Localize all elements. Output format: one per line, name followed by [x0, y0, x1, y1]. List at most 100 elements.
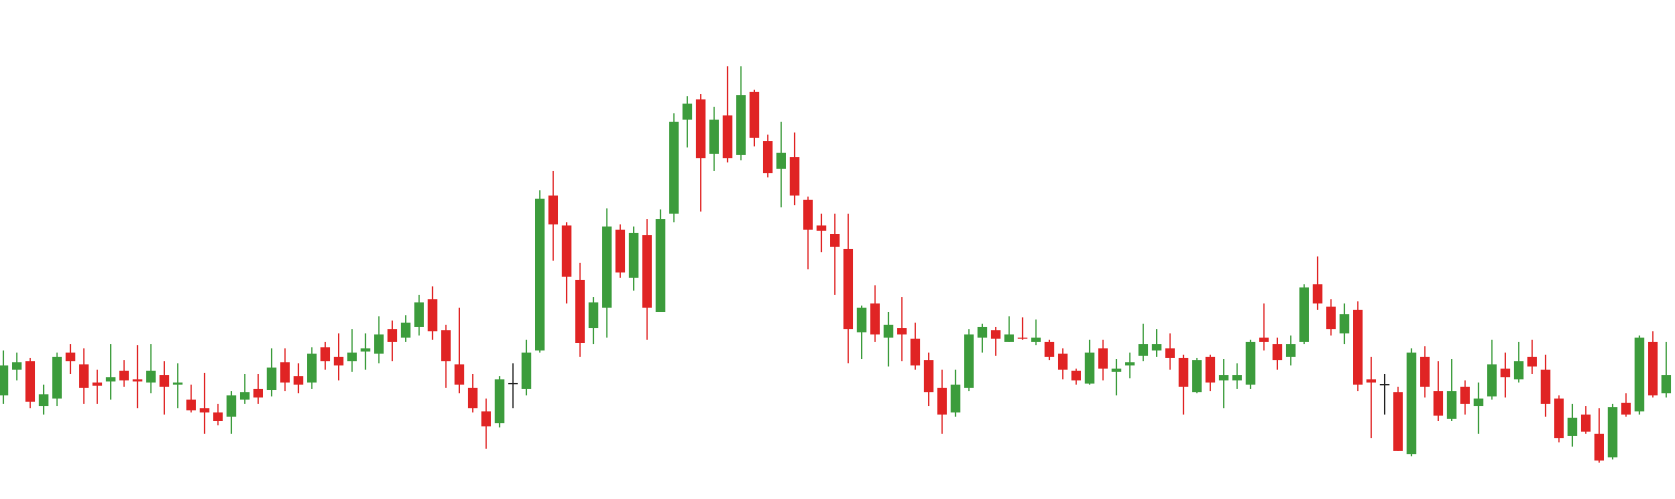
candle-body [52, 356, 62, 399]
candle-body [253, 388, 263, 398]
candle-body [374, 334, 384, 354]
candle-body [1487, 364, 1497, 397]
candle-body [1071, 370, 1081, 381]
candle-body [199, 408, 210, 413]
candle-body [1607, 407, 1618, 458]
candle-body [172, 382, 183, 385]
candle-body [1326, 306, 1336, 330]
candle-body [1004, 334, 1014, 342]
candle-body [1165, 348, 1175, 358]
candle-body [307, 353, 317, 383]
candle-body [1661, 375, 1672, 394]
candle-body [1594, 433, 1604, 461]
candle-body [1393, 392, 1403, 451]
candle-body [1138, 344, 1149, 356]
candle-body [776, 152, 786, 169]
candle-body [910, 338, 921, 366]
candle-body [628, 232, 639, 278]
candle-body [1554, 398, 1564, 439]
candle-body [615, 229, 626, 273]
candle-body [400, 322, 411, 338]
candle-body [387, 329, 398, 342]
candle-body [159, 375, 170, 387]
candle-body [1460, 386, 1470, 404]
candle-body [722, 115, 733, 159]
candle-body [1420, 356, 1430, 387]
candle-body [1192, 360, 1202, 393]
candle-body [803, 199, 813, 230]
candle-body [1433, 391, 1444, 416]
candle-body [1125, 362, 1135, 366]
candle-body [1084, 352, 1095, 384]
candle-body [1621, 402, 1631, 415]
candle-body [602, 226, 612, 308]
candle-body [1205, 356, 1216, 383]
candle-body [1513, 361, 1524, 380]
candle-body [1111, 368, 1122, 372]
candle-body [977, 326, 988, 338]
candle-body [347, 352, 357, 362]
candle-body [239, 392, 250, 400]
candle-body [736, 95, 746, 155]
candle-body [92, 382, 103, 386]
candle-body [655, 219, 666, 313]
candle-body [360, 348, 371, 352]
candle-body [870, 303, 880, 335]
candle-body [213, 412, 223, 421]
candle-body [1473, 398, 1484, 407]
candle-body [293, 376, 304, 385]
candle-body [1540, 369, 1551, 404]
candle-body [79, 364, 89, 388]
candle-body [280, 362, 290, 383]
candle-body [561, 225, 572, 277]
candle-body [1500, 368, 1511, 378]
candle-body [320, 347, 331, 362]
candle-body [186, 399, 196, 411]
candle-body [226, 395, 237, 417]
candle-body [964, 334, 974, 388]
candle-body [1312, 284, 1323, 304]
candle-body [990, 330, 1001, 339]
candle-body [950, 384, 961, 413]
candle-body [535, 198, 545, 351]
candle-body [1057, 353, 1068, 370]
candle-body [1245, 341, 1256, 385]
candle-body [1259, 337, 1269, 342]
candle-body [749, 91, 760, 138]
candle-body [830, 234, 840, 247]
candle-body [119, 370, 129, 381]
candle-body [1178, 357, 1189, 387]
candle-body [1406, 352, 1417, 455]
candle-body [1232, 375, 1242, 381]
candle-body [575, 279, 585, 343]
candle-body [1098, 348, 1108, 369]
candle-body [843, 248, 854, 330]
candle-body [427, 299, 438, 332]
candle-body [588, 302, 599, 329]
candle-body [481, 411, 491, 427]
candle-body [1527, 356, 1537, 367]
candle-body [454, 364, 465, 385]
candle-body [146, 370, 156, 383]
candle-body [789, 157, 800, 196]
candle-body [1634, 337, 1645, 412]
candle-body [1339, 314, 1350, 334]
candle-body [548, 195, 559, 225]
candle-body [105, 377, 116, 382]
candle-body [1366, 379, 1377, 383]
candle-body [494, 379, 505, 424]
candle-body [1031, 337, 1041, 342]
candle-body [266, 367, 277, 391]
candle-body [521, 352, 532, 389]
candle-body [1299, 287, 1309, 342]
candle-body [414, 302, 424, 327]
candle-body [1272, 344, 1283, 361]
candle-body [709, 119, 719, 154]
candle-body [1017, 337, 1028, 339]
candle-body [441, 330, 451, 362]
candle-body [682, 103, 693, 120]
candle-body [762, 141, 773, 174]
candle-body [1446, 391, 1457, 419]
